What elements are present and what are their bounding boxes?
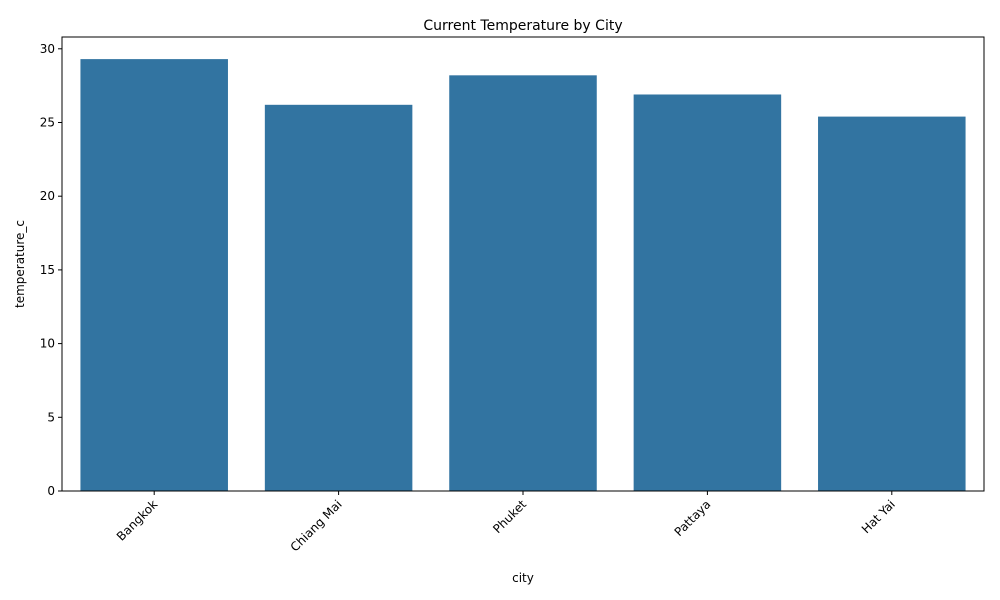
y-tick-label: 30: [40, 42, 55, 56]
bar-phuket: [449, 75, 597, 491]
x-tick-label: Hat Yai: [859, 497, 898, 536]
x-tick-label: Phuket: [490, 497, 529, 536]
x-axis: Bangkok Chiang Mai Phuket Pattaya Hat Yai: [114, 491, 898, 554]
y-tick-label: 20: [40, 189, 55, 203]
y-tick-label: 15: [40, 263, 55, 277]
bar-bangkok: [80, 59, 228, 492]
y-axis-label: temperature_c: [13, 220, 27, 308]
bar-pattaya: [633, 94, 782, 492]
x-tick-label: Chiang Mai: [288, 497, 345, 554]
bars: [80, 59, 966, 492]
x-tick-label: Pattaya: [672, 497, 714, 539]
y-tick-label: 25: [40, 115, 55, 129]
y-tick-label: 0: [47, 484, 55, 498]
x-axis-label: city: [512, 571, 534, 585]
bar-chiang-mai: [264, 104, 413, 491]
y-axis: 0 5 10 15 20 25 30: [40, 42, 62, 498]
bar-hat-yai: [818, 116, 966, 491]
y-tick-label: 10: [40, 337, 55, 351]
plot-frame: [61, 36, 985, 492]
y-tick-label: 5: [47, 410, 55, 424]
chart-title: Current Temperature by City: [423, 18, 622, 34]
x-tick-label: Bangkok: [114, 497, 160, 543]
